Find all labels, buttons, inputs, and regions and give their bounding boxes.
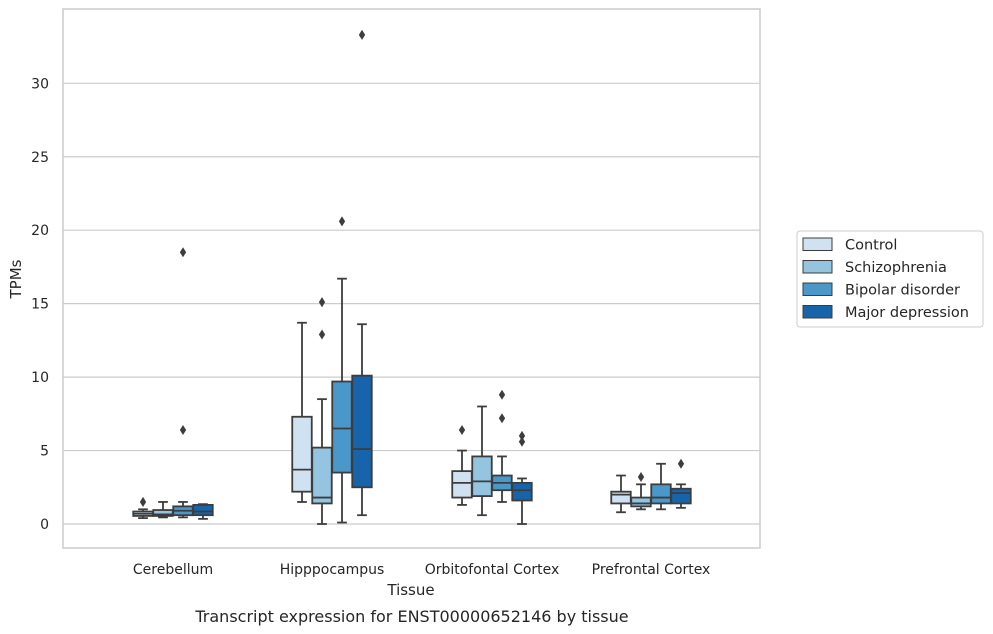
box-iqr [331, 380, 353, 474]
plot-frame [62, 8, 761, 549]
box-1-1 [311, 297, 333, 525]
legend-swatch [802, 260, 833, 274]
outlier-point [518, 430, 526, 441]
box-iqr [670, 487, 692, 505]
outlier-point [318, 297, 326, 308]
legend: Control Schizophrenia Bipolar disorder Majo… [796, 230, 984, 328]
y-tick-label: 10 [31, 370, 49, 386]
box-1-0 [291, 321, 313, 503]
box-iqr [610, 490, 632, 505]
box-iqr [630, 496, 652, 508]
legend-swatch [802, 282, 833, 296]
box-plot-area [132, 29, 692, 525]
y-tick-label: 30 [31, 76, 49, 92]
legend-frame [796, 230, 984, 328]
outlier-point [318, 329, 326, 340]
y-tick-label: 15 [31, 297, 49, 313]
box-3-0 [610, 474, 632, 514]
outlier-point [358, 29, 366, 40]
legend-label: Control [845, 238, 897, 254]
box-iqr [451, 470, 473, 499]
chart-caption: Transcript expression for ENST0000065214… [194, 607, 628, 626]
box-1-2 [331, 216, 353, 524]
legend-swatch [802, 237, 833, 251]
x-tick-label: Cerebellum [133, 562, 213, 578]
outlier-point [179, 247, 187, 258]
box-iqr [192, 504, 214, 517]
outlier-point [498, 389, 506, 400]
outlier-point [637, 471, 645, 483]
x-axis-ticks: Cerebellum Hipppocampus Orbitofontal Corte… [133, 562, 710, 578]
box-iqr [511, 481, 533, 502]
box-0-2 [172, 247, 194, 519]
box-2-3 [511, 430, 533, 525]
box-2-1 [471, 405, 493, 517]
gridlines [63, 82, 760, 525]
outlier-point [498, 413, 506, 424]
box-2-0 [451, 424, 473, 506]
box-2-2 [491, 389, 513, 503]
x-tick-label: Orbitofontal Cortex [425, 562, 560, 578]
box-1-3 [351, 29, 373, 517]
box-iqr [351, 374, 373, 489]
box-0-1 [152, 501, 174, 519]
box-0-3 [192, 503, 214, 520]
legend-label: Major depression [845, 305, 969, 321]
x-tick-label: Hipppocampus [280, 562, 385, 578]
box-3-1 [630, 471, 652, 511]
outlier-point [139, 496, 147, 508]
y-axis-ticks: 0 5 10 15 20 25 30 [31, 76, 49, 533]
y-tick-label: 5 [40, 444, 49, 460]
y-axis-label: TPMs [7, 259, 25, 299]
outlier-point [179, 424, 187, 436]
outlier-point [677, 458, 685, 469]
y-tick-label: 20 [31, 223, 49, 239]
box-3-2 [650, 462, 672, 511]
legend-swatch [802, 305, 833, 319]
outlier-point [338, 216, 346, 227]
box-iqr [311, 446, 333, 505]
box-iqr [291, 415, 313, 493]
outlier-point [458, 424, 466, 436]
box-iqr [650, 483, 672, 505]
y-tick-label: 0 [40, 517, 49, 533]
x-axis-label: Tissue [386, 581, 434, 599]
y-tick-label: 25 [31, 150, 49, 166]
outlier-point [518, 436, 526, 447]
box-3-3 [670, 458, 692, 509]
box-0-0 [132, 496, 154, 520]
x-tick-label: Prefrontal Cortex [592, 562, 711, 578]
legend-label: Bipolar disorder [845, 283, 960, 299]
box-iqr [471, 455, 493, 497]
legend-label: Schizophrenia [845, 260, 947, 276]
